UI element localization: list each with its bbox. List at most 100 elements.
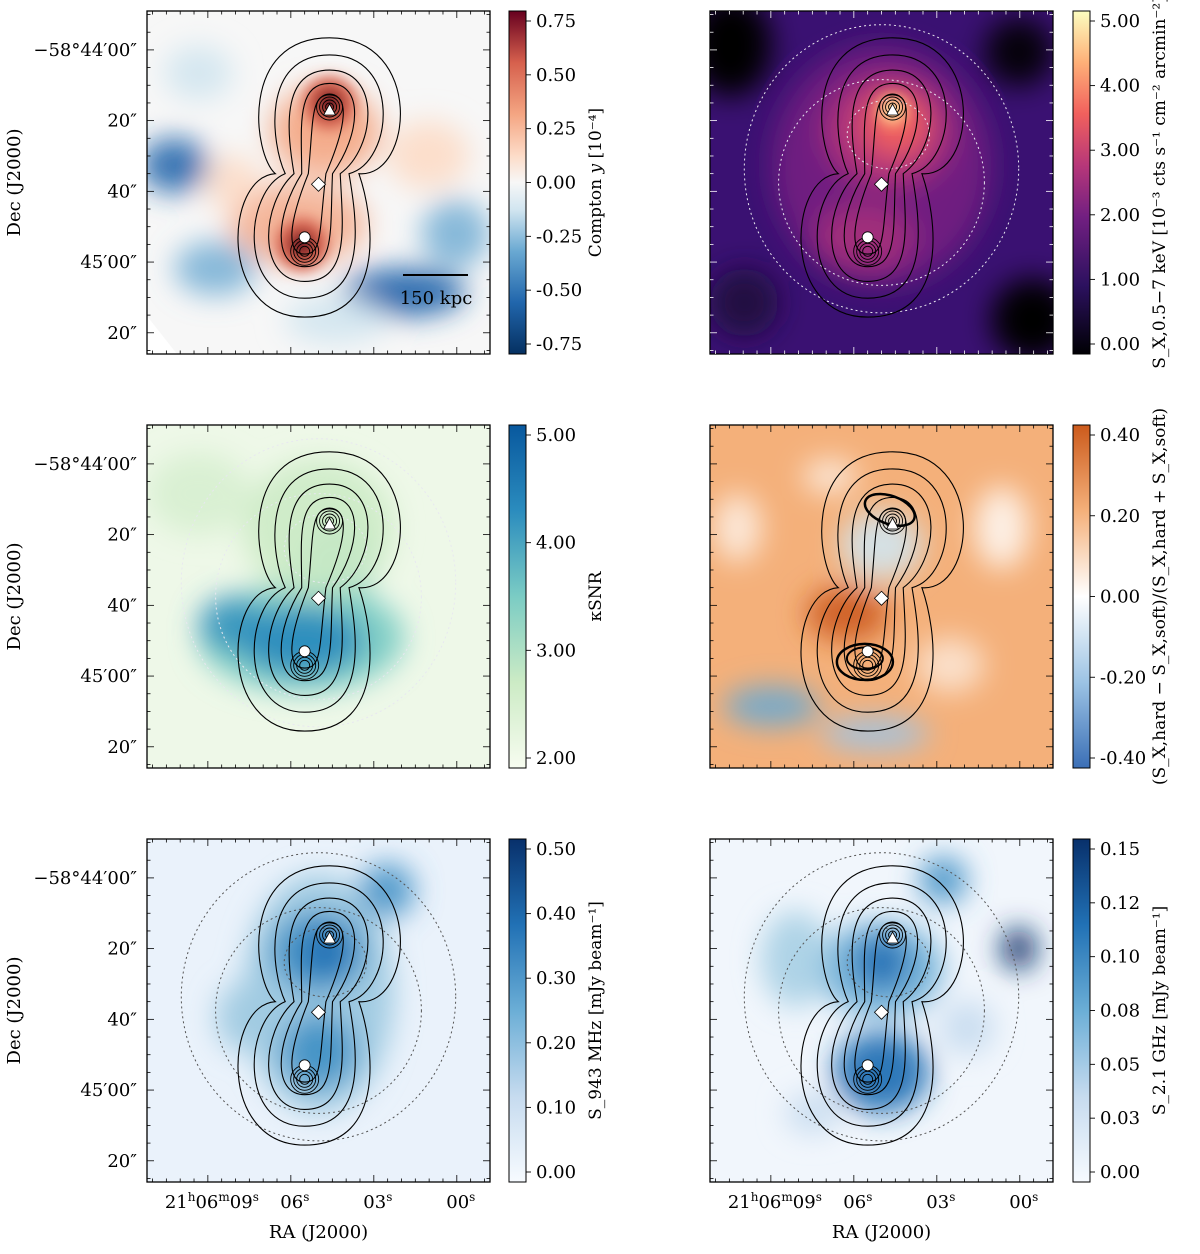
lensing-contour: [831, 69, 932, 282]
colorbar-bar: [1072, 424, 1091, 769]
lensing-contour: [253, 54, 384, 299]
diamond-marker: [310, 1004, 327, 1020]
lensing-contours: [237, 37, 401, 318]
dotted-contour: [215, 493, 422, 700]
lensing-contours: [237, 451, 401, 732]
lensing-contour: [291, 922, 344, 1083]
peak-contour: [319, 924, 341, 946]
colorbar-tick-label: 0.30: [536, 968, 576, 989]
dec-tick-label: 40″: [107, 595, 137, 616]
panel-hardness: [709, 424, 1054, 769]
ra-tick-label: 03s: [363, 1190, 392, 1213]
dec-tick-label: 45′00″: [80, 666, 137, 687]
peak-contour: [859, 242, 877, 260]
lensing-contour: [280, 910, 356, 1096]
peak-contour: [299, 245, 311, 257]
dotted-contour: [778, 79, 985, 286]
colorbar-bar: [508, 424, 527, 769]
lensing-contour: [800, 451, 964, 732]
heatmap-blob: [819, 716, 930, 751]
heatmap-structures: [710, 11, 1053, 354]
colorbar-tick-label: 3.00: [1100, 140, 1140, 161]
colorbar-bar: [1072, 838, 1091, 1183]
peak-contour: [316, 93, 344, 121]
heatmap-blob: [359, 863, 415, 918]
triangle-marker: [322, 103, 337, 116]
dotted-contour: [283, 927, 368, 998]
heatmap-blob: [198, 596, 268, 652]
colorbar-tick-label: 0.15: [1100, 839, 1140, 860]
colorbar-tick-label: 0.00: [1100, 587, 1140, 608]
heatmap-blob: [802, 459, 858, 494]
x-axis-label: RA (J2000): [269, 1222, 368, 1243]
colorbar-tick-label: 0.25: [536, 119, 576, 140]
colorbar-tick-label: 5.00: [536, 425, 576, 446]
triangle-marker: [885, 517, 900, 530]
heatmap-blob: [280, 1013, 357, 1090]
heatmap-image: [147, 11, 490, 354]
triangle-marker: [322, 517, 337, 530]
dec-tick-label: −58°44′00″: [33, 868, 137, 889]
triangle-marker: [885, 931, 900, 944]
colorbar-tick-label: 0.10: [1100, 947, 1140, 968]
ra-tick-label: 21h06m09s: [165, 1190, 259, 1213]
colorbar-sz: 0.75 0.50 0.25 0.00 -0.25 -0.50 -0.75 Compton y…: [508, 10, 606, 355]
dec-tick-label: 20″: [107, 525, 137, 546]
lensing-contour: [237, 451, 401, 732]
heatmap-blob: [174, 240, 257, 296]
colorbar-tick-label: 0.50: [536, 65, 576, 86]
colorbar-tick-label: 0.40: [1100, 425, 1140, 446]
lensing-contour: [268, 897, 369, 1110]
heatmap-structures: [147, 45, 490, 344]
lensing-contour: [280, 496, 356, 682]
lensing-contour: [843, 82, 919, 268]
heatmap-blob: [915, 637, 985, 693]
diamond-marker: [310, 590, 327, 606]
heatmap-blob: [301, 928, 350, 977]
colorbar-radio943: 0.50 0.40 0.30 0.20 0.10 0.00 S_943 MHz [mJy b…: [508, 838, 606, 1183]
heatmap-blob: [974, 486, 1029, 570]
lensing-contour: [831, 897, 932, 1110]
y-axis-label: Dec (J2000): [4, 543, 25, 651]
lensing-contour: [253, 468, 384, 713]
dotted-contour: [283, 513, 368, 584]
dec-tick-label: 20″: [107, 939, 137, 960]
dec-tick-label: 20″: [107, 323, 137, 344]
lensing-contour: [816, 54, 947, 299]
peak-contour: [862, 1073, 874, 1085]
peak-contour: [296, 242, 314, 260]
colorbar-tick-label: 0.50: [536, 839, 576, 860]
dotted-contour: [778, 907, 985, 1114]
triangle-marker: [885, 103, 900, 116]
peak-contour: [882, 96, 904, 118]
heatmap-blob: [215, 983, 271, 1052]
lensing-contour: [816, 882, 947, 1127]
heatmap-blob: [147, 137, 209, 193]
heatmap-blob: [147, 452, 250, 535]
colorbar-tick-label: 0.03: [1100, 1108, 1140, 1129]
colorbar-tick-label: 0.00: [1100, 334, 1140, 355]
colorbar-tick-label: 0.40: [536, 904, 576, 925]
circle-marker: [298, 645, 311, 658]
peak-contour: [319, 510, 341, 532]
heatmap-blob: [1001, 928, 1036, 970]
triangle-marker: [322, 931, 337, 944]
ra-tick-label: 21h06m09s: [728, 1190, 822, 1213]
panel-xray: [709, 10, 1054, 355]
panel-sz: 150 kpc: [146, 10, 491, 355]
dec-tick-label: 20″: [107, 111, 137, 132]
circle-marker: [861, 1059, 874, 1072]
ra-tick-label: 00s: [446, 1190, 475, 1213]
colorbar-bar: [1072, 10, 1091, 355]
colorbar-tick-label: -0.50: [536, 280, 582, 301]
dotted-contour: [215, 907, 422, 1114]
colorbar-label: Compton y [10⁻⁴]: [586, 108, 606, 257]
axis-ticks: [710, 425, 1053, 768]
heatmap-blob: [713, 493, 762, 563]
panel-lensing: [146, 424, 491, 769]
lensing-contour: [843, 910, 919, 1096]
peak-contour: [316, 507, 344, 535]
peak-contour: [299, 1073, 311, 1085]
heatmap-blob: [723, 685, 820, 727]
